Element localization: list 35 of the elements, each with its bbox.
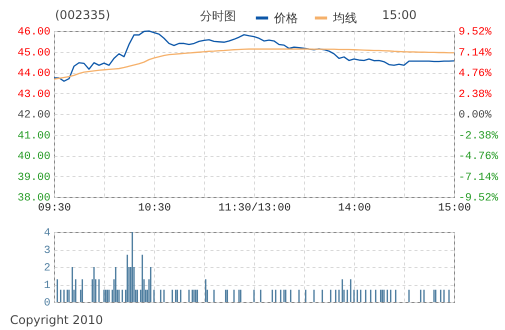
y2-tick-label: 9.52% xyxy=(458,26,492,38)
text: 15:00 xyxy=(382,8,417,22)
y2-tick-label: 7.14% xyxy=(458,47,492,60)
y-tick-label: 3 xyxy=(44,245,50,257)
y2-tick-label: 4.76% xyxy=(458,68,492,80)
y-tick-label: 38.00 xyxy=(17,192,50,204)
y-tick-label: 1 xyxy=(44,280,51,292)
y-tick-label: 46.00 xyxy=(17,26,50,38)
y2-tick-label: 2.38% xyxy=(458,88,492,101)
x-tick-label: 11:30/13:00 xyxy=(218,202,291,214)
x-tick-label: 14:00 xyxy=(338,202,372,214)
y-tick-label: 41.00 xyxy=(17,130,50,142)
y-tick-label: 43.00 xyxy=(17,88,50,101)
y2-tick-label: -7.14% xyxy=(458,172,499,184)
legend-label: 价格 xyxy=(273,11,298,25)
line-series xyxy=(53,48,455,80)
x-tick-label: 10:30 xyxy=(138,202,172,214)
y-tick-label: 42.00 xyxy=(17,110,50,122)
text: 分时图 xyxy=(200,8,236,25)
y-tick-label: 4 xyxy=(44,228,51,240)
y-tick-label: 44.00 xyxy=(17,68,50,80)
y2-tick-label: 0.00% xyxy=(458,110,492,122)
x-tick-label: 09:30 xyxy=(38,202,72,214)
y-tick-label: 40.00 xyxy=(17,151,50,163)
y2-tick-label: -9.52% xyxy=(458,192,499,204)
text: Copyright 2010 xyxy=(10,313,103,327)
y2-tick-label: -4.76% xyxy=(458,151,499,163)
y-tick-label: 45.00 xyxy=(17,47,50,60)
y2-tick-label: -2.38% xyxy=(458,130,499,142)
legend-label: 均线 xyxy=(332,11,357,25)
y-tick-label: 39.00 xyxy=(17,172,50,184)
y-tick-label: 0 xyxy=(44,298,50,310)
x-tick-label: 15:00 xyxy=(438,202,472,214)
y-tick-label: 2 xyxy=(44,262,50,274)
chart-title: (002335) xyxy=(55,8,110,22)
